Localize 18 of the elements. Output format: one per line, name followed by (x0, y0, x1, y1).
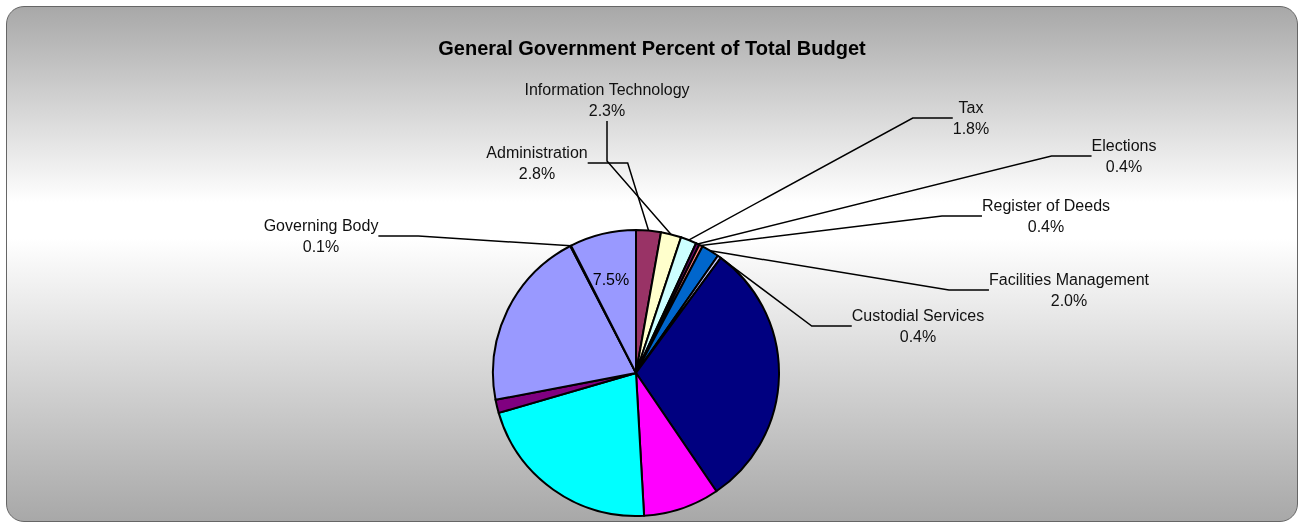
data-label: 0.4% (899, 328, 937, 345)
slice-label: Elections (1091, 137, 1157, 154)
data-label: 0.1% (302, 238, 340, 255)
slice-label: Custodial Services (851, 307, 985, 324)
data-label: 0.4% (1105, 158, 1143, 175)
data-label: 2.0% (1050, 292, 1088, 309)
chart-title: General Government Percent of Total Budget (438, 37, 867, 59)
data-label: 2.8% (518, 165, 556, 182)
slice-label: Governing Body (263, 217, 379, 234)
slice-label: Facilities Management (988, 271, 1150, 288)
data-label: 7.5% (592, 270, 630, 288)
data-label: 1.8% (952, 120, 990, 137)
data-label: 2.3% (588, 102, 626, 119)
slice-label: Administration (486, 144, 588, 161)
slice-label: Tax (958, 99, 984, 116)
slice-label: Register of Deeds (981, 197, 1111, 214)
slice-label: Information Technology (524, 81, 690, 98)
data-label: 0.4% (1027, 218, 1065, 235)
